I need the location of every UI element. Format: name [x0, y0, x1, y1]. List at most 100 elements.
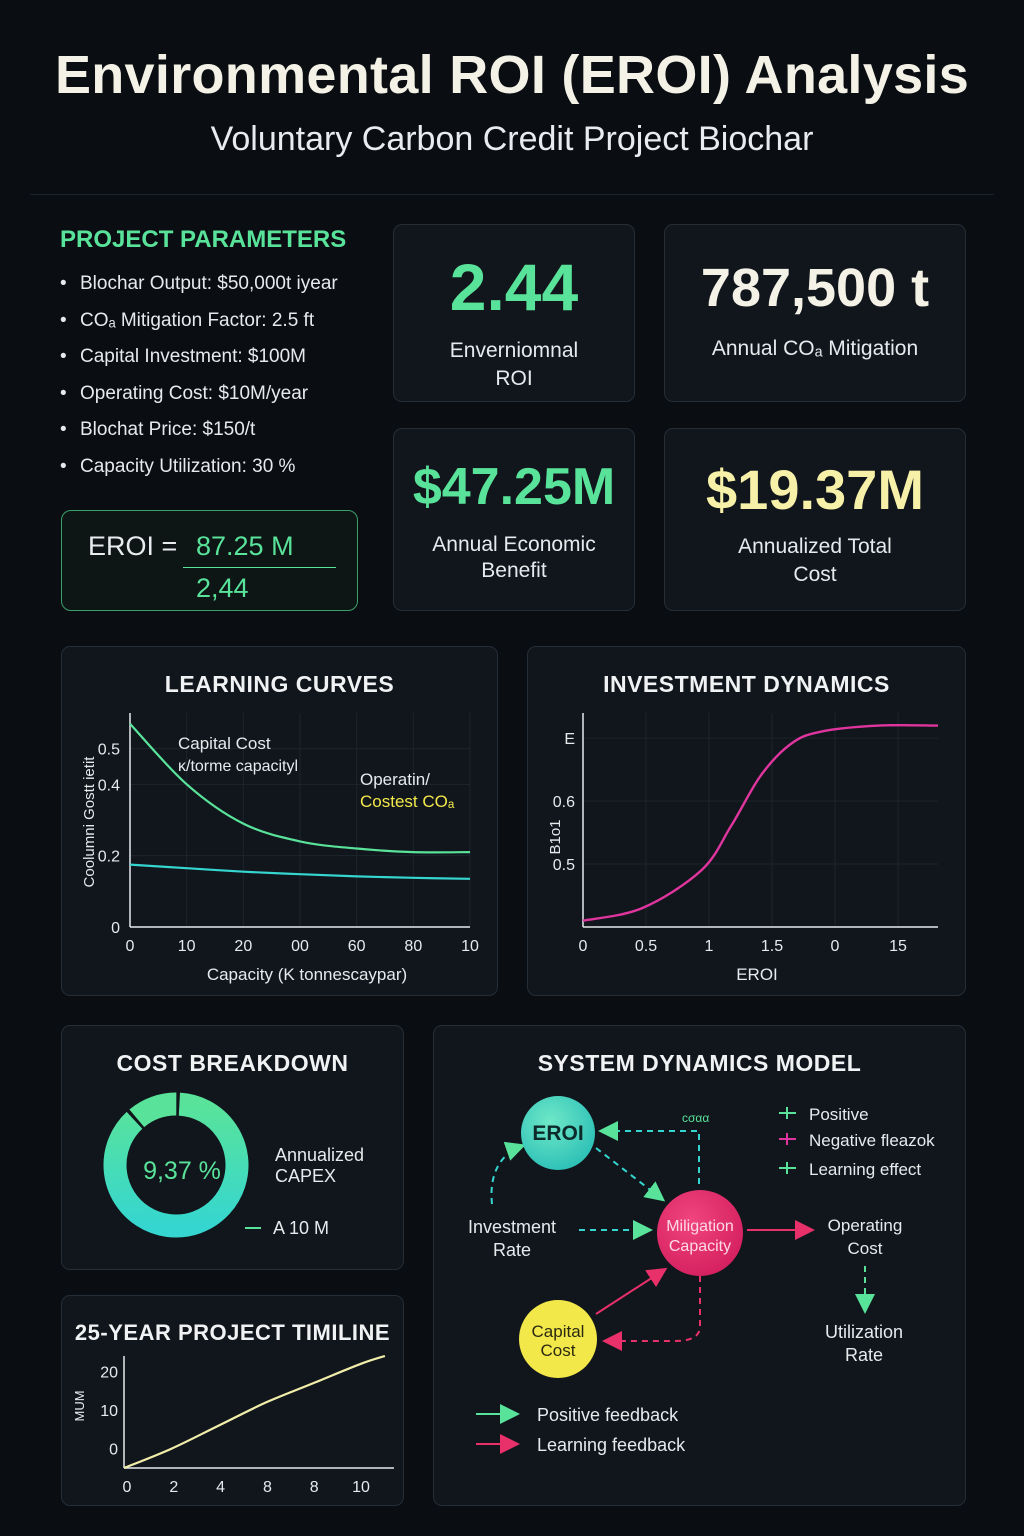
y-tick-label: E — [564, 731, 575, 748]
series-line — [129, 863, 471, 880]
annotation-operating: Operatin/ — [360, 770, 430, 789]
fraction-bar — [183, 567, 336, 568]
arrow-investment-to-eroi — [490, 1141, 526, 1205]
node-mitigation-label: Capacity — [669, 1238, 731, 1255]
x-axis-label: Capacity (K tonnescaypar) — [207, 965, 407, 984]
kpi-card-co2: 787,500 t Annual COₐ Mitigation — [664, 224, 966, 402]
param-item: • Capacity Utilization: 30 % — [60, 455, 296, 477]
system-dynamics-diagram: EROI Miligation Capacity Capital Cost In… — [468, 1096, 935, 1455]
series-line — [123, 1354, 386, 1470]
legend-positive-feedback: Positive feedback — [537, 1405, 679, 1425]
annotation-cost-co2: Costest COₐ — [360, 792, 455, 811]
kpi-label: Cost — [793, 563, 837, 586]
node-eroi — [521, 1096, 595, 1170]
chart-title: INVESTMENT DYNAMICS — [603, 671, 890, 697]
x-tick-label: 20 — [234, 938, 252, 955]
x-tick-label: 1.5 — [761, 938, 783, 955]
x-tick-label: 0 — [579, 938, 588, 955]
x-tick-label: 8 — [263, 1479, 272, 1496]
page-title: Environmental ROI (EROI) Analysis — [54, 45, 970, 105]
legend-learning-feedback: Learning feedback — [537, 1435, 686, 1455]
arrow-mitigation-to-eroi — [598, 1121, 700, 1184]
label-investment: Investment — [468, 1217, 556, 1237]
x-tick-label: 0 — [123, 1479, 132, 1496]
chart-title: COST BREAKDOWN — [116, 1050, 349, 1076]
timeline-chart: 0 2 4 8 8 10 0 10 20 MUM — [72, 1354, 394, 1496]
x-tick-label: 0 — [831, 938, 840, 955]
kpi-card-benefit: $47.25M Annual Economic Benefit — [393, 428, 635, 611]
label-utilization: Rate — [845, 1345, 883, 1365]
arrow-mitigation-to-capital — [602, 1276, 701, 1351]
node-mitigation — [657, 1190, 743, 1276]
kpi-value: 2.44 — [449, 250, 579, 324]
x-tick-label: 10 — [178, 938, 196, 955]
kpi-card-cost: $19.37M Annualized Total Cost — [664, 428, 966, 611]
investment-dynamics-panel: INVESTMENT DYNAMICS 0 0.5 1 1.5 0 15 0.5 0.6 E B… — [527, 646, 966, 996]
node-mitigation-label: Miligation — [666, 1218, 734, 1235]
x-tick-label: 10 — [352, 1479, 370, 1496]
kpi-value: $47.25M — [412, 458, 616, 516]
donut-slice — [129, 1092, 177, 1128]
kpi-label: Enverniomnal — [449, 339, 579, 362]
x-tick-label: 80 — [404, 938, 422, 955]
y-axis-label: B1o1 — [547, 819, 564, 854]
legend-negative: Negative fleazok — [809, 1131, 935, 1150]
node-eroi-label: EROI — [532, 1122, 583, 1145]
y-tick-label: 0 — [111, 920, 120, 937]
kpi-card-eroi: 2.44 Enverniomnal ROI — [393, 224, 635, 402]
annotation-capacity: κ/torme capacityl — [178, 758, 298, 775]
eroi-formula: EROI = 87.25 M 2,44 — [61, 510, 358, 611]
legend-learning: Learning effect — [809, 1160, 921, 1179]
legend-bottom: Positive feedback Learning feedback — [476, 1404, 686, 1455]
chart-title: 25-YEAR PROJECT TIMILINE — [74, 1320, 391, 1345]
diagram-title: SYSTEM DYNAMICS MODEL — [537, 1050, 862, 1076]
x-tick-label: 0.5 — [635, 938, 657, 955]
x-tick-label: 60 — [348, 938, 366, 955]
system-dynamics-panel: SYSTEM DYNAMICS MODEL EROI Miligation Ca… — [433, 1025, 966, 1506]
y-tick-label: 10 — [100, 1403, 118, 1420]
formula-lhs: EROI = — [88, 531, 178, 561]
investment-dynamics-chart: 0 0.5 1 1.5 0 15 0.5 0.6 E B1o1 EROI — [547, 713, 939, 984]
y-tick-label: 0.5 — [98, 742, 120, 759]
legend-positive: Positive — [809, 1105, 869, 1124]
kpi-value: 787,500 t — [700, 258, 930, 318]
cost-breakdown-panel: COST BREAKDOWN 9,37 % Annualized CAPEX A… — [61, 1025, 404, 1270]
x-axis-label: EROI — [736, 965, 778, 984]
arrow-eroi-to-mitigation — [595, 1147, 666, 1202]
x-tick-label: 15 — [889, 938, 907, 955]
kpi-label: Annual Economic — [432, 533, 596, 556]
legend-annualized: Annualized — [275, 1145, 364, 1165]
param-item: • COₐ Mitigation Factor: 2.5 ft — [60, 309, 315, 331]
x-tick-label: 0 — [126, 938, 135, 955]
kpi-value: $19.37M — [706, 458, 924, 521]
label-operating: Cost — [848, 1239, 883, 1258]
node-capital-label: Capital — [532, 1322, 585, 1341]
param-item: • Operating Cost: $10M/year — [60, 382, 309, 404]
node-capital-label: Cost — [541, 1341, 576, 1360]
kpi-label: Annualized Total — [738, 535, 892, 558]
x-tick-label: 1 — [705, 938, 714, 955]
series-line — [582, 723, 939, 922]
y-axis-label: MUM — [72, 1390, 87, 1421]
node-capital-cost — [519, 1300, 597, 1378]
label-investment: Rate — [493, 1240, 531, 1260]
y-tick-label: 20 — [100, 1364, 118, 1381]
kpi-label: Annual COₐ Mitigation — [711, 337, 919, 360]
timeline-panel: 25-YEAR PROJECT TIMILINE 0 2 4 8 8 10 0 10 20 MU… — [61, 1295, 404, 1506]
kpi-label: ROI — [495, 367, 533, 390]
y-tick-label: 0.6 — [553, 794, 575, 811]
annotation-capital-cost: Capital Cost — [178, 734, 271, 753]
y-axis-label: Coolumni Gostt ietit — [81, 756, 98, 888]
param-item: • Blochar Output: $50,000t iyear — [60, 273, 338, 294]
x-tick-label: 00 — [291, 938, 309, 955]
chart-title: LEARNING CURVES — [164, 671, 395, 697]
donut-center-label: 9,37 % — [143, 1157, 221, 1185]
series-line — [129, 722, 471, 854]
legend-capex: CAPEX — [275, 1166, 336, 1186]
x-tick-label: 10 — [461, 938, 479, 955]
params-title: PROJECT PARAMETERS — [60, 226, 347, 253]
param-item: • Blochat Price: $150/t — [60, 419, 256, 440]
label-utilization: Utilization — [825, 1322, 903, 1342]
y-tick-label: 0.5 — [553, 857, 575, 874]
